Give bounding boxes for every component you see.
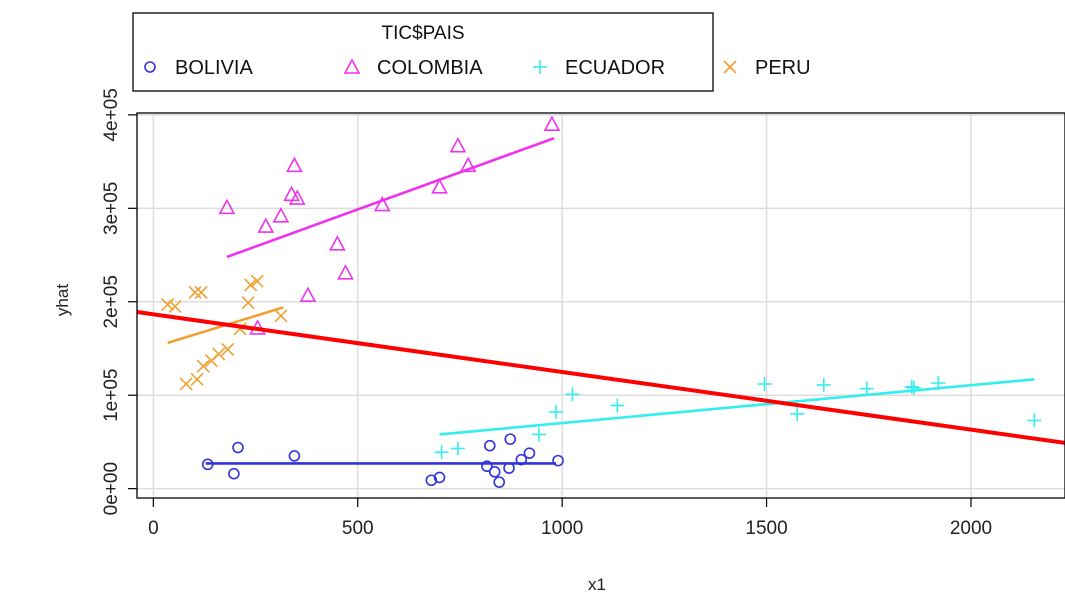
point-peru [221, 342, 235, 356]
point-peru [168, 299, 182, 314]
point-bolivia [504, 433, 517, 445]
point-colombia [272, 207, 290, 223]
legend-item-peru: PERU [723, 57, 811, 79]
x-tick-label: 1000 [541, 518, 583, 539]
x-tick-label: 500 [342, 518, 374, 539]
point-bolivia [523, 447, 536, 459]
point-colombia [459, 156, 477, 173]
point-peru [212, 347, 226, 361]
point-ecuador [565, 387, 580, 402]
data-points [161, 115, 1042, 488]
fit-line-ecuador [439, 378, 1035, 436]
point-colombia [543, 115, 561, 132]
point-peru [196, 359, 210, 373]
legend-marker-peru [723, 60, 737, 74]
point-bolivia [503, 462, 515, 474]
point-peru [188, 285, 202, 299]
point-peru [190, 372, 204, 386]
legend-label-ecuador: ECUADOR [565, 57, 665, 79]
point-ecuador [610, 398, 625, 413]
point-ecuador [904, 379, 919, 394]
x-axis-title: x1 [588, 575, 606, 594]
x-tick-label: 0 [148, 518, 159, 539]
point-bolivia [228, 467, 240, 480]
point-ecuador [859, 381, 874, 396]
point-peru [250, 274, 264, 288]
point-colombia [257, 217, 275, 233]
legend-item-ecuador: ECUADOR [533, 57, 665, 79]
axes: 0 500 1000 1500 2000 0e+00 1e+05 2e+05 3e+05 4e+0… [101, 88, 992, 539]
point-ecuador [549, 405, 564, 420]
overall-fit-line [136, 310, 1065, 445]
y-tick-label: 1e+05 [101, 369, 122, 422]
point-bolivia [484, 439, 496, 452]
y-tick-label: 0e+00 [101, 462, 122, 515]
point-bolivia [481, 460, 493, 473]
point-peru [194, 285, 208, 299]
legend-box [132, 12, 714, 92]
y-axis-title: yhat [53, 284, 72, 316]
legend-items: BOLIVIA COLOMBIA ECUADOR PERU [144, 57, 811, 79]
point-ecuador [757, 376, 772, 391]
legend-item-bolivia: BOLIVIA [144, 57, 253, 79]
point-bolivia [493, 476, 506, 488]
point-peru [161, 297, 175, 312]
point-colombia [218, 198, 236, 215]
x-tick-label: 1500 [745, 518, 787, 539]
point-peru [241, 296, 255, 310]
plot-frame [136, 112, 1065, 499]
point-ecuador [906, 380, 921, 395]
point-ecuador [931, 376, 946, 391]
legend-title: TIC$PAIS [381, 23, 464, 44]
point-colombia [288, 189, 306, 205]
legend-label-peru: PERU [755, 57, 811, 79]
point-peru [179, 377, 193, 391]
point-peru [274, 309, 288, 323]
point-colombia [337, 264, 354, 280]
point-colombia [449, 137, 467, 153]
fit-lines [167, 137, 1035, 465]
point-bolivia [288, 450, 301, 462]
y-tick-label: 2e+05 [101, 275, 122, 328]
legend-marker-colombia [343, 58, 361, 74]
y-tick-label: 4e+05 [101, 88, 122, 141]
point-bolivia [201, 458, 214, 471]
point-ecuador [531, 427, 546, 442]
point-colombia [373, 195, 391, 212]
point-ecuador [1027, 413, 1042, 428]
legend-label-bolivia: BOLIVIA [175, 57, 253, 79]
overall-fit [136, 310, 1065, 445]
point-peru [244, 278, 258, 292]
point-colombia [328, 235, 346, 251]
point-colombia [299, 286, 317, 303]
legend: TIC$PAIS BOLIVIA COLOMBIA ECUADOR PERU [132, 12, 811, 92]
legend-label-colombia: COLOMBIA [377, 57, 483, 79]
point-ecuador [434, 445, 449, 460]
point-bolivia [515, 453, 528, 466]
point-ecuador [450, 441, 465, 456]
legend-item-colombia: COLOMBIA [343, 57, 483, 79]
point-bolivia [232, 441, 244, 454]
legend-marker-ecuador [533, 60, 547, 74]
x-tick-label: 2000 [950, 518, 992, 539]
point-bolivia [552, 454, 564, 467]
grid-lines [137, 113, 1065, 498]
point-colombia [431, 178, 448, 194]
point-bolivia [433, 471, 446, 484]
legend-marker-bolivia [144, 61, 156, 73]
fit-line-colombia [226, 137, 555, 259]
point-ecuador [816, 377, 831, 392]
point-ecuador [790, 406, 805, 421]
y-tick-label: 3e+05 [101, 182, 122, 235]
point-colombia [286, 156, 303, 173]
point-bolivia [488, 466, 501, 478]
